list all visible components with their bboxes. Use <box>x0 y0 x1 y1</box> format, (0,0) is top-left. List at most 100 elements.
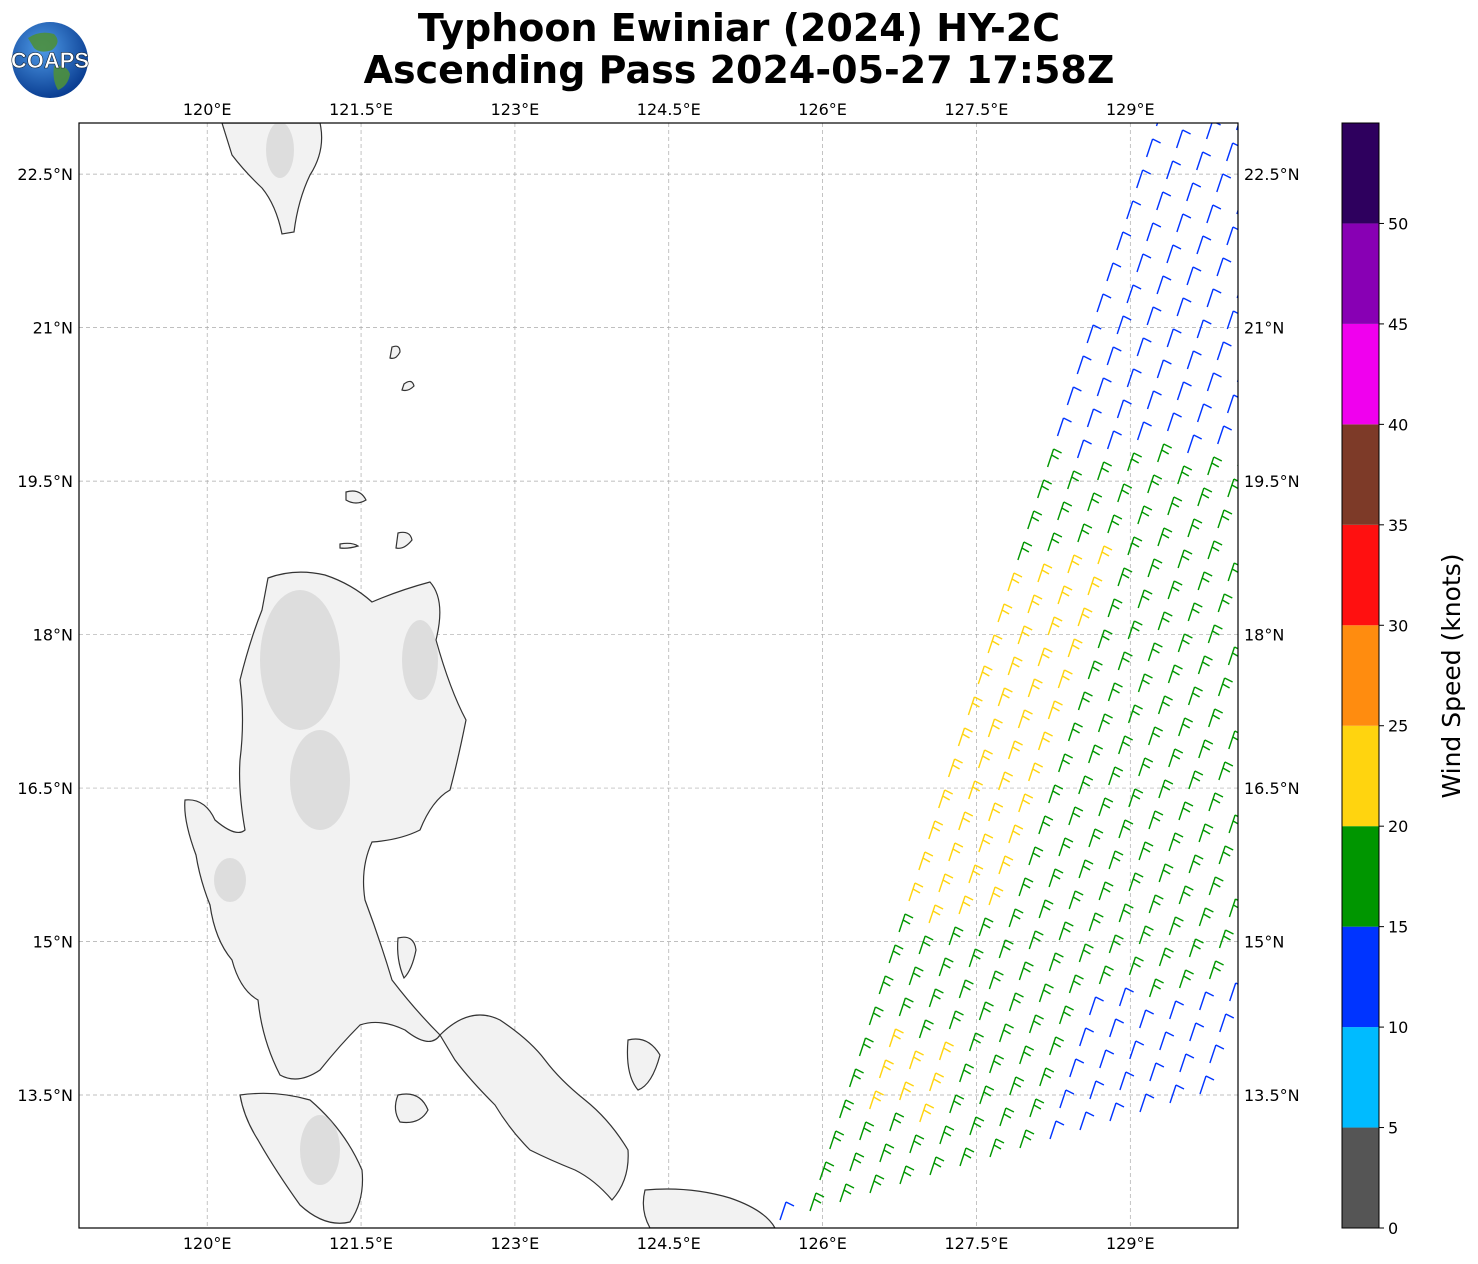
wind-barb <box>1249 837 1263 855</box>
wind-barb <box>967 696 983 716</box>
wind-barb <box>1157 527 1173 547</box>
wind-barb <box>1087 660 1103 680</box>
wind-barb <box>1079 1111 1095 1131</box>
wind-barb <box>1437 164 1451 182</box>
wind-barb <box>1099 1049 1115 1069</box>
lon-tick-label-bottom: 124.5°E <box>637 1234 701 1253</box>
wind-barb <box>1467 239 1478 257</box>
wind-barb <box>1187 518 1203 538</box>
wind-barb <box>1457 270 1471 288</box>
mindoro-island <box>239 1092 364 1224</box>
wind-barb <box>1239 868 1253 886</box>
wind-barb <box>1240 952 1254 970</box>
polillo-island <box>397 936 417 980</box>
colorbar-tick-label: 30 <box>1388 616 1408 635</box>
wind-barb <box>1018 961 1034 981</box>
wind-barb <box>889 1112 905 1132</box>
colorbar-segment <box>1342 123 1379 224</box>
wind-barb <box>1057 501 1073 521</box>
wind-barb <box>1297 262 1311 280</box>
wind-barb <box>1078 775 1094 795</box>
wind-barb <box>1328 505 1342 523</box>
wind-barb <box>1329 673 1343 691</box>
wind-barb <box>1289 797 1303 815</box>
wind-barb <box>1037 479 1053 499</box>
lon-tick-label-top: 123°E <box>491 100 540 119</box>
wind-barb <box>1216 173 1232 193</box>
wind-barb <box>947 758 963 778</box>
babuyan-island-2 <box>395 531 413 549</box>
terrain-shading <box>402 620 438 700</box>
wind-barb <box>1207 624 1223 644</box>
wind-barb <box>1156 191 1172 211</box>
wind-barb <box>1146 222 1162 242</box>
colorbar-segment <box>1342 1027 1379 1128</box>
wind-barb <box>1018 877 1034 897</box>
wind-barb <box>1097 545 1113 565</box>
wind-barb <box>1067 470 1083 490</box>
wind-barb <box>968 1032 984 1052</box>
wind-barb <box>1158 863 1174 883</box>
wind-barb <box>1236 378 1238 383</box>
wind-barb <box>898 913 914 933</box>
wind-barb <box>1279 828 1293 846</box>
wind-barb <box>1269 691 1283 709</box>
wind-barb <box>949 1094 965 1114</box>
wind-barb <box>938 1041 954 1061</box>
wind-barb <box>1198 823 1214 843</box>
wind-barb <box>1327 169 1341 187</box>
wind-barb <box>918 851 934 871</box>
wind-barb <box>977 749 993 769</box>
wind-barb <box>998 771 1014 791</box>
wind-barb <box>888 944 904 964</box>
wind-barb <box>849 1152 865 1172</box>
wind-barb <box>1408 341 1422 359</box>
wind-barb <box>1217 677 1233 697</box>
wind-barb <box>1217 593 1233 613</box>
wind-barb <box>1127 620 1143 640</box>
wind-barb <box>1017 541 1033 561</box>
wind-barb <box>1048 868 1064 888</box>
wind-barb <box>1166 244 1182 264</box>
wind-barb <box>1237 463 1238 467</box>
wind-barb <box>1116 315 1132 335</box>
wind-barb <box>1138 841 1154 861</box>
wind-barb <box>829 1130 845 1150</box>
wind-barb <box>1318 452 1332 470</box>
wind-barb <box>918 935 934 955</box>
wind-barb <box>1249 753 1263 771</box>
wind-barb <box>989 1138 1005 1158</box>
wind-barb <box>1108 766 1124 786</box>
wind-barb <box>1136 421 1152 441</box>
wind-barb <box>1177 465 1193 485</box>
map-frame <box>78 122 1239 1229</box>
colorbar-segment <box>1342 625 1379 726</box>
lat-tick-label-left: 15°N <box>33 933 73 952</box>
lat-tick-label-right: 22.5°N <box>1244 165 1300 184</box>
wind-barb <box>1048 952 1064 972</box>
wind-barb <box>1226 226 1238 246</box>
wind-barb <box>988 802 1004 822</box>
terrain-shading <box>260 590 340 730</box>
wind-barb <box>878 975 894 995</box>
wind-barb <box>1156 359 1172 379</box>
wind-barb <box>919 1103 935 1123</box>
wind-barb <box>1157 695 1173 715</box>
wind-barb <box>1028 930 1044 950</box>
wind-barb <box>1038 983 1054 1003</box>
wind-barb <box>1259 722 1273 740</box>
wind-barb <box>1298 514 1312 532</box>
wind-barb <box>1058 1005 1074 1025</box>
colorbar-segment <box>1342 725 1379 827</box>
wind-barb <box>928 904 944 924</box>
wind-barb <box>1019 1129 1035 1149</box>
wind-barb <box>1126 200 1142 220</box>
wind-barb <box>1037 731 1053 751</box>
colorbar-tick-label: 45 <box>1388 315 1408 334</box>
wind-barb <box>1117 567 1133 587</box>
wind-barb <box>1118 987 1134 1007</box>
wind-barb <box>1127 536 1143 556</box>
lon-tick-label-bottom: 126°E <box>798 1234 847 1253</box>
wind-barb <box>1056 417 1072 437</box>
wind-barb <box>938 873 954 893</box>
